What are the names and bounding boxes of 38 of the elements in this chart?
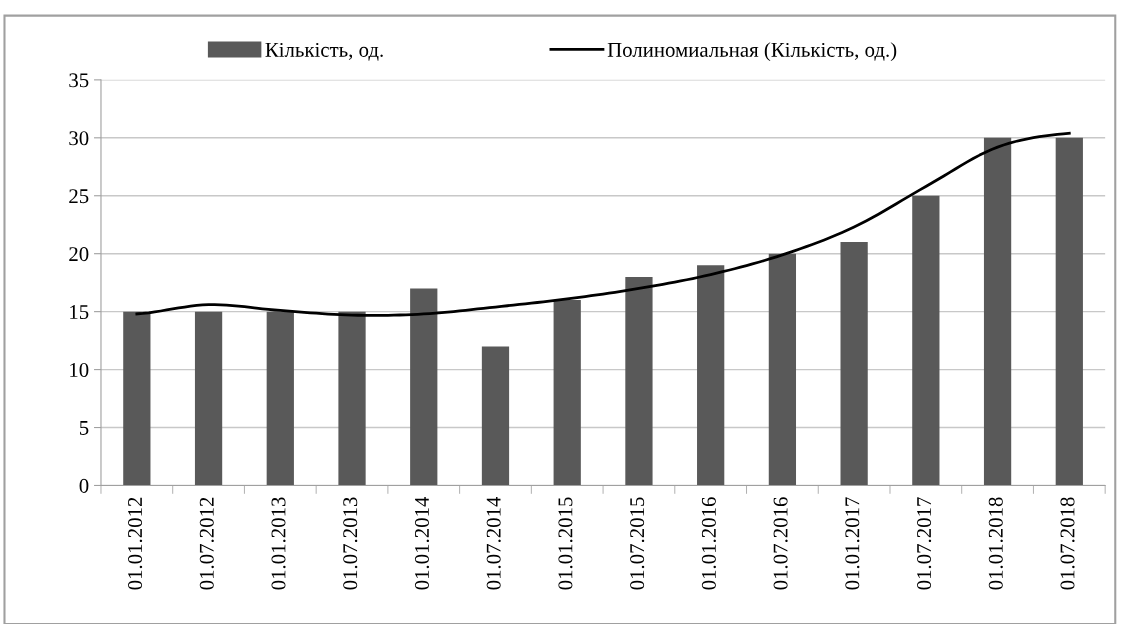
x-tick-label: 01.07.2013 <box>343 497 358 590</box>
x-tick-label: 01.07.2016 <box>773 497 788 590</box>
y-tick-label: 25 <box>69 189 89 204</box>
bar <box>553 300 581 486</box>
x-tick-label: 01.07.2014 <box>486 496 501 590</box>
x-tick-label: 01.01.2018 <box>988 497 1003 590</box>
bar <box>912 195 940 486</box>
bar <box>481 346 510 486</box>
x-tick-label: 01.01.2016 <box>701 497 716 590</box>
legend-label: Кількість, од. <box>265 42 383 61</box>
x-tick-label: 01.01.2012 <box>128 497 143 590</box>
y-tick-label: 15 <box>70 305 89 320</box>
bar <box>1055 137 1083 486</box>
x-tick-label: 01.01.2017 <box>845 497 860 590</box>
x-tick-label: 01.01.2014 <box>414 496 430 590</box>
y-tick-label: 0 <box>79 478 89 493</box>
bar <box>625 276 653 486</box>
bar <box>266 311 294 486</box>
y-tick-label: 20 <box>69 247 89 262</box>
y-tick-label: 30 <box>69 131 89 146</box>
bar <box>194 311 223 486</box>
x-tick-label: 01.07.2017 <box>917 497 932 590</box>
x-tick-label: 01.01.2015 <box>558 497 573 590</box>
y-tick-label: 10 <box>70 362 89 378</box>
bar <box>123 311 151 486</box>
bar <box>983 137 1012 486</box>
x-tick-label: 01.07.2015 <box>630 497 645 590</box>
y-tick-label: 35 <box>69 73 89 88</box>
bar <box>338 311 366 486</box>
legend-label: Полиномиальная (Кількість, од.) <box>607 42 897 62</box>
y-tick-label: 5 <box>79 421 89 435</box>
x-tick-label: 01.07.2012 <box>199 497 214 590</box>
bar <box>697 265 725 486</box>
bar <box>768 253 797 486</box>
x-tick-label: 01.01.2013 <box>271 497 286 590</box>
x-tick-label: 01.07.2018 <box>1060 497 1075 590</box>
bar <box>410 288 438 486</box>
bar <box>840 242 868 486</box>
